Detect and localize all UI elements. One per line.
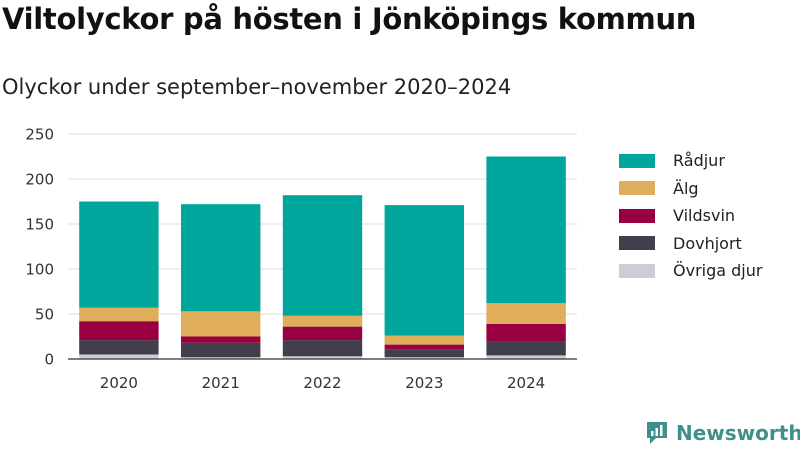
bar-segment (384, 344, 465, 350)
legend-label: Älg (673, 178, 699, 198)
brand-logo: Newsworthy (645, 420, 800, 446)
bar-segment (282, 315, 363, 327)
bar-segment (282, 356, 363, 359)
bar-segment (79, 321, 159, 341)
bar-segment (79, 354, 159, 359)
legend-swatch (619, 208, 655, 223)
y-tick-label: 200 (25, 171, 54, 189)
legend-item: Rådjur (619, 147, 762, 175)
chart-legend: Rådjur Älg Vildsvin Dovhjort Övriga djur (619, 147, 762, 285)
legend-swatch (619, 263, 655, 278)
y-tick-label: 250 (25, 126, 54, 144)
brand-name: Newsworthy (676, 421, 800, 445)
bar-segment (384, 349, 465, 358)
legend-label: Rådjur (673, 151, 725, 171)
bar-segment (79, 340, 159, 355)
x-tick-label: 2021 (202, 374, 240, 392)
chart-title: Viltolyckor på hösten i Jönköpings kommu… (2, 2, 697, 36)
bar-segment (180, 336, 261, 343)
bar-segment (180, 204, 261, 312)
bar-segment (384, 335, 465, 345)
x-tick-label: 2020 (100, 374, 138, 392)
y-tick-label: 0 (44, 351, 54, 369)
bar-segment (282, 340, 363, 357)
legend-item: Dovhjort (619, 230, 762, 258)
bar-segment (486, 303, 566, 324)
legend-item: Vildsvin (619, 202, 762, 230)
legend-label: Dovhjort (673, 233, 742, 253)
legend-item: Övriga djur (619, 257, 762, 285)
legend-label: Vildsvin (673, 206, 736, 226)
bar-segment (180, 357, 261, 359)
legend-swatch (619, 181, 655, 196)
bar-segment (486, 341, 566, 356)
legend-label: Övriga djur (673, 261, 763, 281)
bar-segment (180, 311, 261, 337)
x-tick-label: 2024 (507, 374, 545, 392)
bar-segment (282, 195, 363, 316)
bar-segment (384, 205, 465, 336)
bar-segment (79, 201, 159, 308)
y-tick-label: 50 (35, 306, 54, 324)
chart-subtitle: Olyckor under september–november 2020–20… (2, 75, 512, 99)
y-tick-label: 150 (25, 216, 54, 234)
x-tick-label: 2022 (303, 374, 341, 392)
bar-segment (282, 326, 363, 341)
legend-swatch (619, 236, 655, 251)
legend-item: Älg (619, 175, 762, 203)
bar-segment (180, 342, 261, 358)
bar-segment (79, 307, 159, 322)
bar-segment (486, 323, 566, 342)
bar-segment (486, 156, 566, 304)
bar-segment (486, 355, 566, 359)
bar-segment (384, 357, 465, 359)
newsworthy-logo-icon (647, 422, 667, 444)
x-tick-label: 2023 (405, 374, 443, 392)
legend-swatch (619, 153, 655, 168)
y-tick-label: 100 (25, 261, 54, 279)
